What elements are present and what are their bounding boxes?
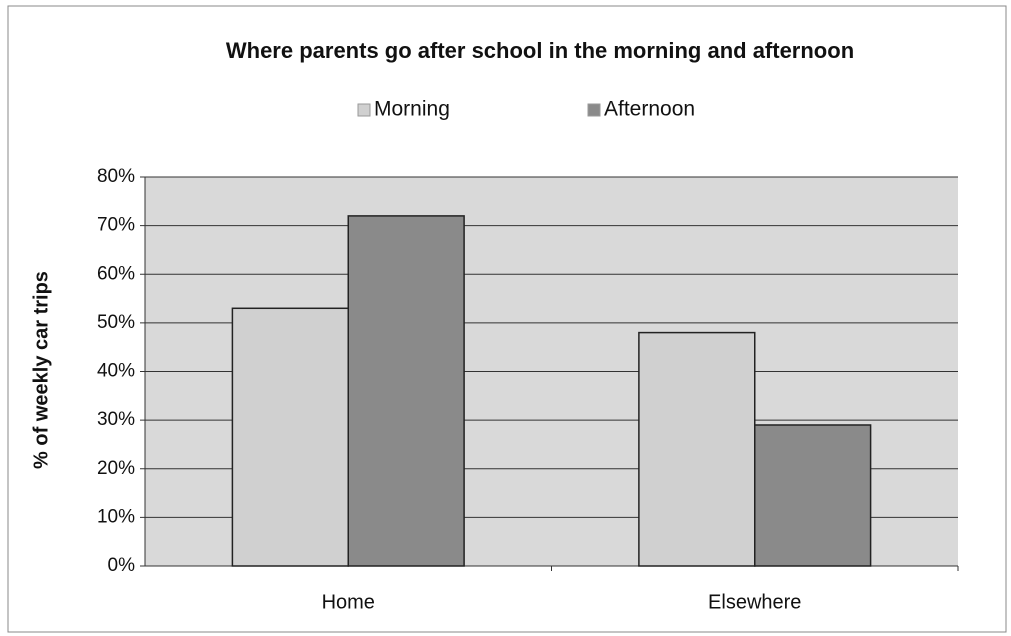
y-tick-label: 30% (97, 409, 135, 430)
y-tick-label: 20% (97, 458, 135, 479)
y-tick-label: 10% (97, 506, 135, 527)
legend-swatch (587, 103, 601, 117)
bar (754, 424, 872, 567)
x-tick-label: Home (322, 591, 375, 613)
y-tick-label: 70% (97, 215, 135, 236)
y-tick-label: 40% (97, 361, 135, 382)
legend-swatch (357, 103, 371, 117)
chart-title: Where parents go after school in the mor… (226, 38, 854, 63)
y-tick-label: 50% (97, 312, 135, 333)
y-tick-label: 0% (108, 555, 136, 576)
bar (347, 215, 465, 567)
legend-label: Morning (374, 98, 450, 121)
y-tick-label: 80% (97, 166, 135, 187)
legend-label: Afternoon (604, 98, 695, 121)
y-axis-label: % of weekly car trips (30, 271, 52, 469)
y-tick-label: 60% (97, 263, 135, 284)
x-tick-label: Elsewhere (708, 591, 801, 613)
bar (231, 307, 350, 567)
bar (638, 331, 756, 567)
